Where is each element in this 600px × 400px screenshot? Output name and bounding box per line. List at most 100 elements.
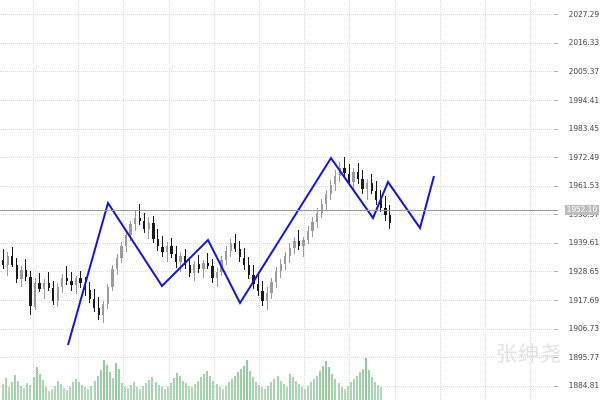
price-axis-tick-label: 1895.77 — [568, 352, 599, 362]
volume-bar — [380, 387, 383, 400]
candle-body — [261, 291, 264, 302]
volume-bar — [224, 385, 227, 400]
candle-body — [329, 184, 332, 194]
volume-bar — [105, 364, 108, 400]
price-axis[interactable]: 2027.29 2016.33 2005.37 1994.41 1983.45 1972.… — [558, 0, 600, 400]
candle-body — [61, 278, 64, 288]
gridline-vertical — [530, 0, 532, 400]
volume-bar — [282, 384, 285, 400]
candle-body — [256, 284, 260, 292]
volume-bar — [215, 384, 218, 400]
gridline-vertical — [33, 0, 34, 400]
candle-body — [165, 245, 169, 253]
candle-body — [15, 265, 18, 279]
candle-body — [375, 190, 378, 200]
gridline-vertical — [259, 0, 260, 400]
candle-body — [120, 246, 123, 258]
price-axis-tick-label: 1928.65 — [568, 266, 599, 276]
volume-bar — [267, 385, 270, 400]
candle-body — [93, 298, 96, 309]
candle-body — [366, 183, 369, 190]
volume-bar — [26, 383, 29, 400]
axis-tick — [554, 214, 558, 216]
volume-bar — [44, 387, 47, 400]
volume-bar — [316, 375, 319, 400]
candle-body — [193, 264, 196, 273]
price-axis-tick-label: 2027.29 — [568, 9, 599, 19]
volume-bar — [117, 368, 120, 400]
volume-bar — [166, 386, 169, 400]
volume-bar — [163, 389, 166, 400]
candle-body — [306, 230, 310, 241]
volume-bar — [47, 390, 50, 400]
candle-body — [252, 274, 255, 285]
volume-bar — [69, 387, 72, 400]
axis-tick — [554, 185, 558, 187]
volume-bar — [194, 384, 197, 400]
candle-wick — [139, 204, 141, 225]
volume-bar — [349, 382, 352, 400]
candle-body — [238, 249, 241, 258]
candle-body — [325, 193, 328, 204]
volume-bar — [252, 377, 255, 400]
axis-tick — [554, 300, 558, 301]
gridline-vertical — [349, 0, 351, 400]
watermark: 张绅尧 — [496, 342, 562, 366]
axis-tick — [554, 42, 558, 44]
axis-tick — [554, 128, 558, 130]
candle-body — [38, 282, 41, 289]
candle-body — [29, 277, 32, 307]
candle-body — [356, 172, 360, 180]
volume-bar — [310, 382, 313, 400]
price-axis-tick-label: 1917.69 — [568, 295, 599, 305]
current-price-line — [0, 210, 558, 212]
volume-bar — [203, 374, 206, 400]
candle-body — [275, 271, 278, 282]
gridline-vertical — [168, 0, 170, 400]
gridline-horizontal — [0, 271, 558, 273]
candle-body — [24, 269, 28, 278]
price-axis-tick-label: 1983.45 — [568, 124, 599, 134]
volume-bar — [371, 376, 374, 400]
candle-wick — [202, 259, 204, 279]
volume-bar — [63, 388, 66, 400]
candle-body — [102, 304, 105, 315]
zigzag-overlay-line — [67, 156, 435, 346]
volume-bar — [255, 382, 258, 400]
volume-bar — [358, 372, 361, 400]
price-chart-plot-area[interactable] — [0, 0, 558, 400]
volume-bar — [124, 386, 127, 400]
candle-body — [56, 287, 59, 302]
candle-wick — [2, 248, 4, 269]
volume-bar — [130, 384, 133, 400]
candle-body — [97, 308, 100, 315]
candle-body — [284, 255, 287, 265]
volume-bar — [242, 365, 245, 400]
volume-bar — [99, 369, 102, 400]
gridline-horizontal — [0, 357, 558, 359]
volume-bar — [78, 381, 81, 400]
volume-bar — [75, 379, 78, 400]
candle-body — [197, 264, 201, 269]
gridline-horizontal — [0, 42, 558, 44]
volume-bar — [139, 389, 142, 400]
volume-bar — [355, 375, 358, 400]
gridline-vertical — [485, 0, 486, 400]
volume-bar — [172, 378, 175, 400]
price-axis-tick-label: 1961.53 — [568, 181, 599, 191]
candle-body — [133, 218, 137, 225]
candle-body — [70, 280, 73, 286]
axis-tick — [554, 357, 558, 359]
volume-bar — [197, 380, 200, 400]
candle-body — [42, 282, 46, 289]
volume-bar — [368, 369, 371, 400]
candle-body — [320, 203, 323, 213]
candle-wick — [207, 252, 209, 270]
volume-bar — [53, 385, 56, 400]
candle-body — [224, 250, 228, 260]
gridline-vertical — [439, 0, 441, 400]
gridline-horizontal — [0, 214, 558, 216]
candle-body — [347, 173, 351, 182]
volume-bar — [142, 385, 145, 400]
volume-bar — [111, 378, 114, 400]
